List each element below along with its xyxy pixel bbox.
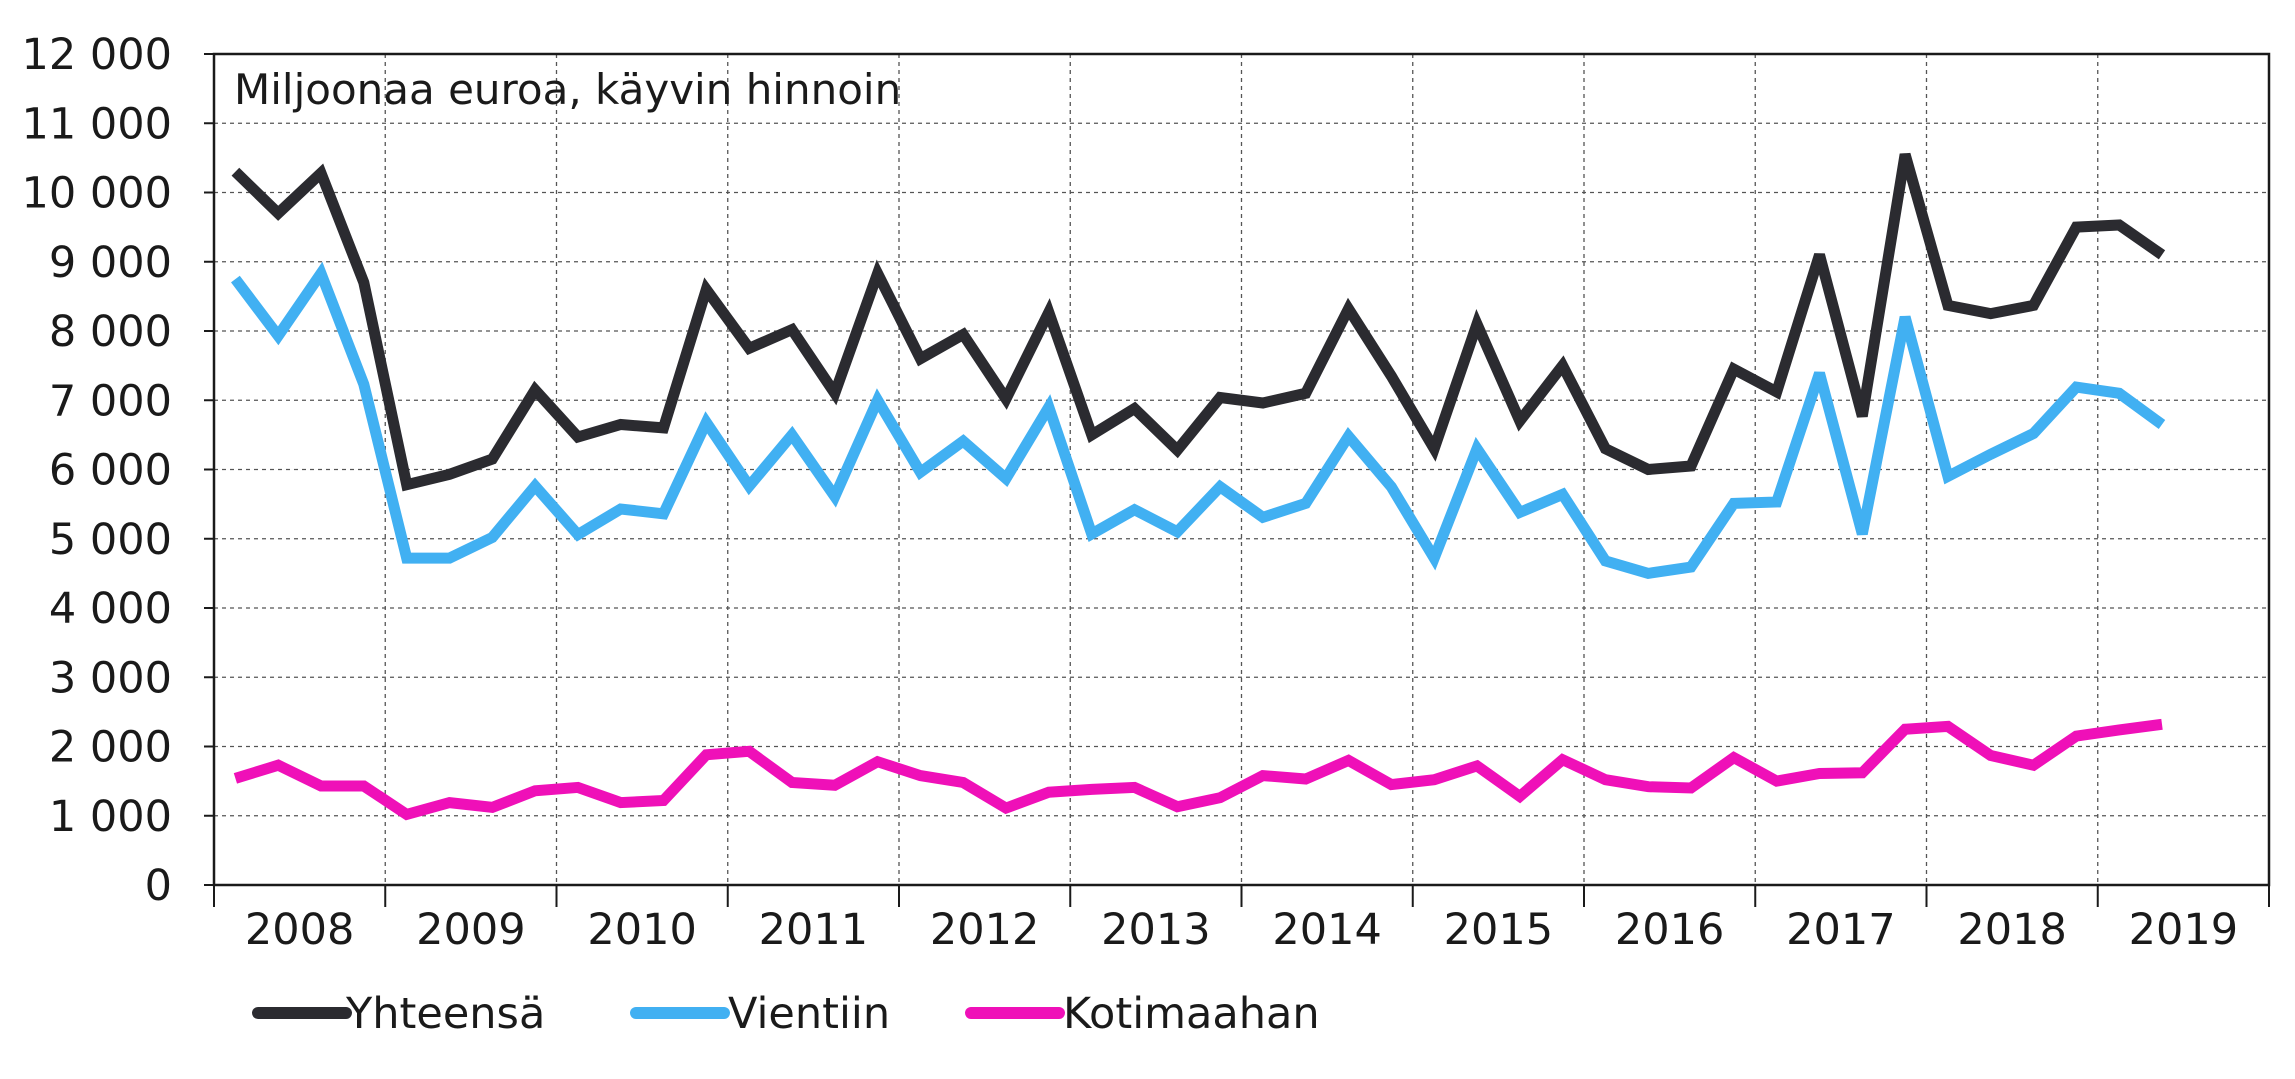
series-lines bbox=[231, 152, 2166, 821]
y-tick-label: 1 000 bbox=[49, 792, 172, 842]
x-tick-label: 2019 bbox=[2129, 905, 2238, 955]
y-tick-label: 5 000 bbox=[49, 515, 172, 565]
x-tick-label: 2008 bbox=[245, 905, 354, 955]
x-tick-label: 2016 bbox=[1615, 905, 1724, 955]
y-tick-label: 0 bbox=[145, 861, 172, 911]
x-tick-label: 2013 bbox=[1101, 905, 1210, 955]
y-tick-label: 3 000 bbox=[49, 653, 172, 703]
y-tick-label: 11 000 bbox=[22, 99, 172, 149]
x-tick-label: 2018 bbox=[1957, 905, 2066, 955]
legend-label-vientiin: Vientiin bbox=[728, 989, 890, 1039]
x-tick-label: 2015 bbox=[1444, 905, 1553, 955]
y-tick-label: 8 000 bbox=[49, 307, 172, 357]
x-tick-label: 2011 bbox=[759, 905, 868, 955]
x-tick-label: 2014 bbox=[1272, 905, 1381, 955]
y-tick-label: 12 000 bbox=[22, 30, 172, 80]
x-tick-label: 2009 bbox=[416, 905, 525, 955]
x-tick-label: 2010 bbox=[587, 905, 696, 955]
y-tick-label: 6 000 bbox=[49, 446, 172, 496]
legend: Yhteensä Vientiin Kotimaahan bbox=[252, 989, 1320, 1039]
series-line-vientiin bbox=[231, 261, 2166, 580]
axes: 0 1 000 2 000 3 000 4 000 5 000 6 000 7 000 8 00… bbox=[22, 30, 2270, 955]
y-tick-label: 4 000 bbox=[49, 584, 172, 634]
y-tick-label: 9 000 bbox=[49, 238, 172, 288]
series-line-yhteensä bbox=[231, 152, 2166, 492]
y-tick-label: 7 000 bbox=[49, 376, 172, 426]
y-tick-label: 2 000 bbox=[49, 723, 172, 773]
series-line-kotimaahan bbox=[233, 718, 2163, 821]
x-tick-label: 2017 bbox=[1786, 905, 1895, 955]
unit-annotation: Miljoonaa euroa, käyvin hinnoin bbox=[234, 65, 901, 114]
y-tick-label: 10 000 bbox=[22, 169, 172, 219]
legend-label-yhteensä: Yhteensä bbox=[345, 989, 545, 1039]
legend-label-kotimaahan: Kotimaahan bbox=[1063, 989, 1320, 1039]
x-tick-label: 2012 bbox=[930, 905, 1039, 955]
